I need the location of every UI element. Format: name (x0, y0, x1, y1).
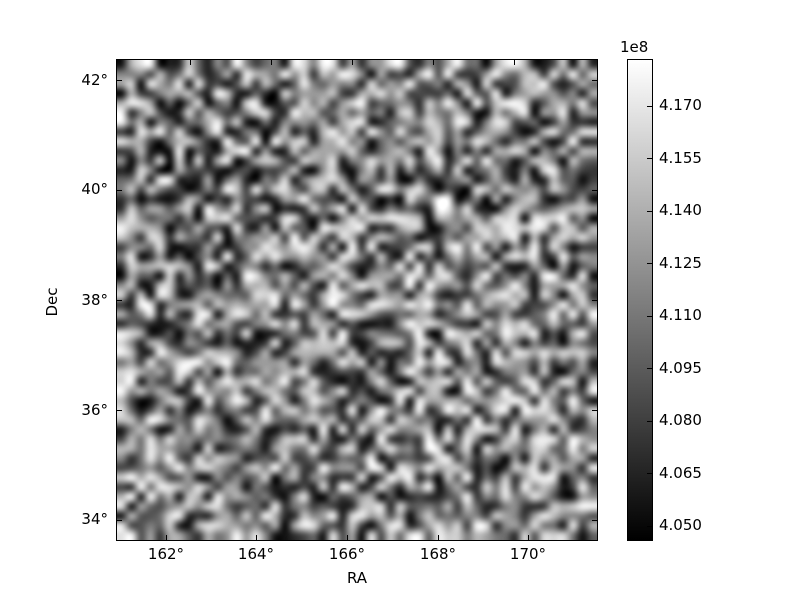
colorbar-tick-label: 4.110 (659, 306, 702, 324)
x-axis-tick-bottom (438, 535, 439, 540)
x-axis-tick-top (352, 60, 353, 65)
colorbar-tick-label: 4.080 (659, 411, 702, 429)
colorbar-tick (647, 316, 652, 317)
colorbar-tick (647, 526, 652, 527)
y-tick-label: 36° (81, 401, 108, 419)
colorbar-tick (647, 211, 652, 212)
colorbar-tick (647, 158, 652, 159)
x-tick-label: 170° (509, 545, 547, 563)
x-tick-label: 166° (328, 545, 366, 563)
colorbar-tick-label: 4.125 (659, 254, 702, 272)
x-axis-tick-top (271, 60, 272, 65)
y-axis-tick-right (592, 520, 597, 521)
y-tick-label: 34° (81, 510, 108, 528)
x-axis-tick-bottom (166, 535, 167, 540)
y-axis-tick-right (592, 300, 597, 301)
y-axis-tick-left (117, 190, 122, 191)
colorbar-tick-label: 4.095 (659, 359, 702, 377)
colorbar-offset-label: 1e8 (620, 38, 649, 56)
y-axis-tick-left (117, 80, 122, 81)
x-axis-tick-bottom (347, 535, 348, 540)
y-axis-tick-left (117, 520, 122, 521)
y-tick-label: 40° (81, 180, 108, 198)
colorbar-tick (647, 106, 652, 107)
x-tick-label: 164° (237, 545, 275, 563)
y-axis-tick-right (592, 410, 597, 411)
heatmap-canvas (117, 60, 597, 540)
colorbar-tick (647, 263, 652, 264)
colorbar (627, 59, 653, 541)
colorbar-tick-label: 4.155 (659, 149, 702, 167)
heatmap-plot (116, 59, 598, 541)
x-axis-label: RA (346, 569, 368, 587)
x-tick-label: 162° (147, 545, 185, 563)
colorbar-tick (647, 421, 652, 422)
x-axis-tick-top (433, 60, 434, 65)
colorbar-tick-label: 4.170 (659, 96, 702, 114)
colorbar-tick-label: 4.140 (659, 201, 702, 219)
y-axis-tick-right (592, 190, 597, 191)
x-axis-tick-bottom (528, 535, 529, 540)
colorbar-tick-label: 4.065 (659, 464, 702, 482)
y-tick-label: 38° (81, 291, 108, 309)
x-axis-tick-top (514, 60, 515, 65)
colorbar-tick-label: 4.050 (659, 516, 702, 534)
colorbar-tick (647, 473, 652, 474)
y-tick-label: 42° (81, 71, 108, 89)
x-axis-tick-top (190, 60, 191, 65)
y-axis-tick-left (117, 410, 122, 411)
y-axis-tick-right (592, 80, 597, 81)
x-axis-tick-bottom (256, 535, 257, 540)
colorbar-tick (647, 368, 652, 369)
y-axis-tick-left (117, 300, 122, 301)
x-tick-label: 168° (419, 545, 457, 563)
